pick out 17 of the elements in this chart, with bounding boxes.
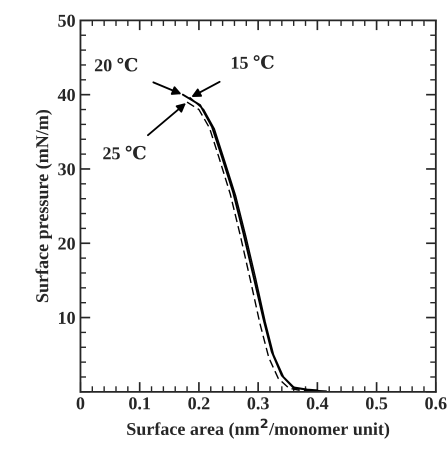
x-tick-label: 0: [76, 397, 84, 410]
annotation: 15 ℃: [232, 55, 274, 69]
y-tick-label: 20: [58, 238, 75, 250]
x-tick-label: 0.1: [129, 397, 150, 410]
y-axis-title: Surface pressure (mN/m): [35, 110, 52, 302]
y-tick-label: 40: [58, 88, 75, 102]
x-tick-label: 0.6: [425, 397, 447, 410]
y-tick-label: 10: [58, 312, 75, 324]
x-tick-label: 0.3: [248, 397, 269, 410]
x-tick-label: 0.5: [366, 397, 388, 410]
x-axis-title: Surface area (nm$^{2}$/monomer unit): [127, 418, 390, 439]
y-tick-label: 50: [58, 14, 75, 27]
annotation: 20 ℃: [94, 58, 138, 72]
annotation: 25 ℃: [103, 146, 146, 160]
y-tick-label: 30: [58, 163, 75, 176]
x-tick-label: 0.2: [188, 397, 210, 410]
x-tick-label: 0.4: [306, 397, 328, 410]
